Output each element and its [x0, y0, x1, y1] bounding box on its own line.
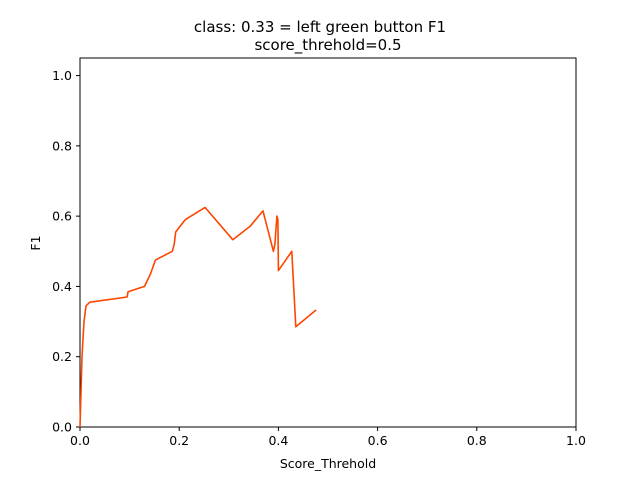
x-tick-label: 0.4 — [268, 433, 288, 448]
y-axis-label: F1 — [28, 235, 43, 250]
x-tick-label: 0.2 — [169, 433, 189, 448]
y-tick-label: 0.8 — [52, 138, 72, 153]
f1-series-line — [79, 206, 317, 428]
x-axis: 0.0 0.2 0.4 0.6 0.8 1.0 — [70, 427, 586, 448]
chart-title: class: 0.33 = left green button F1 — [194, 18, 446, 36]
plot-area — [79, 57, 577, 428]
y-axis: 0.0 0.2 0.4 0.6 0.8 1.0 — [52, 68, 80, 435]
y-tick-label: 0.4 — [52, 279, 72, 294]
x-tick-label: 1.0 — [566, 433, 586, 448]
y-tick-label: 0.6 — [52, 209, 72, 224]
chart-subtitle: score_threhold=0.5 — [254, 36, 401, 55]
x-tick-label: 0.0 — [70, 433, 90, 448]
y-tick-label: 0.2 — [52, 349, 72, 364]
x-tick-label: 0.6 — [368, 433, 388, 448]
x-axis-label: Score_Threhold — [280, 456, 376, 471]
y-tick-label: 0.0 — [52, 420, 72, 435]
x-tick-label: 0.8 — [467, 433, 487, 448]
y-tick-label: 1.0 — [52, 68, 72, 83]
